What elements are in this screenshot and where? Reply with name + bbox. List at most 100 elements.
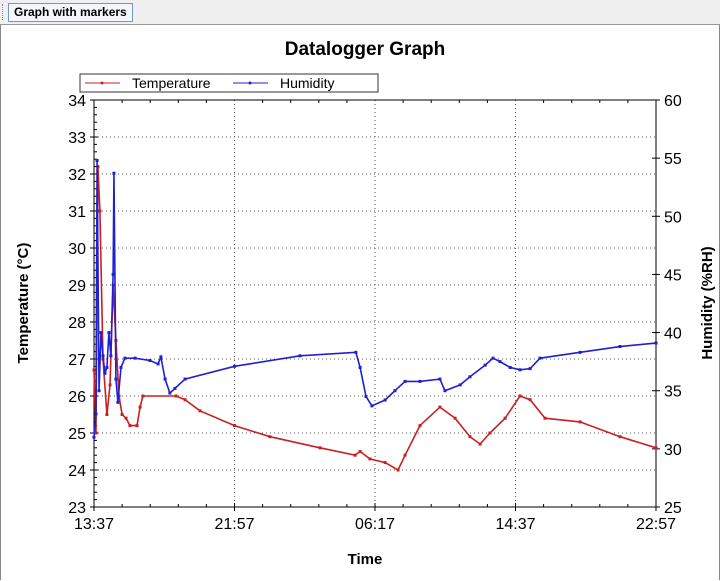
humidity-marker (101, 354, 105, 358)
temperature-marker (141, 394, 145, 398)
x-tick-label: 14:37 (495, 516, 535, 533)
humidity-marker (116, 400, 120, 404)
humidity-marker (508, 365, 512, 369)
humidity-marker (95, 158, 99, 162)
y2-tick-label: 60 (664, 93, 682, 110)
humidity-marker (528, 367, 532, 371)
humidity-marker (403, 379, 407, 383)
temperature-marker (108, 383, 112, 387)
humidity-marker (173, 386, 177, 390)
humidity-marker (105, 365, 109, 369)
humidity-marker (483, 363, 487, 367)
legend-temperature-label: Temperature (132, 75, 211, 91)
y-tick-label: 30 (68, 241, 86, 258)
chart-title: Datalogger Graph (285, 39, 445, 60)
y2-tick-label: 55 (664, 151, 682, 168)
humidity-marker (111, 272, 115, 276)
temperature-marker (396, 468, 400, 472)
humidity-marker (123, 356, 127, 360)
humidity-marker (156, 362, 160, 366)
y-tick-label: 23 (68, 500, 86, 517)
y-tick-label: 27 (68, 352, 86, 369)
graph-with-markers-button[interactable]: Graph with markers (8, 3, 133, 22)
y-tick-label: 33 (68, 130, 86, 147)
humidity-marker (443, 389, 447, 393)
humidity-marker (468, 375, 472, 379)
y-tick-label: 29 (68, 278, 86, 295)
humidity-marker (498, 360, 502, 364)
humidity-marker (119, 365, 123, 369)
humidity-marker (97, 389, 101, 393)
humidity-marker (133, 356, 137, 360)
humidity-marker (383, 398, 387, 402)
temperature-marker (268, 435, 272, 439)
temperature-marker (468, 435, 472, 439)
y-tick-label: 28 (68, 315, 86, 332)
y2-tick-label: 30 (664, 442, 682, 459)
humidity-marker (393, 389, 397, 393)
humidity-marker (618, 345, 622, 349)
temperature-marker (128, 424, 132, 428)
temperature-marker (578, 420, 582, 424)
toolbar: Graph with markers (0, 0, 720, 25)
temperature-marker (438, 405, 442, 409)
temperature-marker (518, 394, 522, 398)
x-axis-label: Time (348, 551, 383, 568)
humidity-marker (578, 350, 582, 354)
y-tick-label: 32 (68, 167, 86, 184)
temperature-marker (198, 409, 202, 413)
y-tick-label: 26 (68, 389, 86, 406)
y-axis-label: Temperature (°C) (15, 243, 32, 364)
humidity-marker (418, 379, 422, 383)
humidity-marker (103, 371, 107, 375)
humidity-marker (538, 356, 542, 360)
temperature-marker (654, 446, 658, 450)
temperature-marker (98, 209, 102, 213)
x-tick-label: 22:57 (636, 516, 676, 533)
humidity-marker (491, 356, 495, 360)
humidity-marker (168, 391, 172, 395)
temperature-marker (138, 405, 142, 409)
temperature-marker (383, 461, 387, 465)
humidity-marker (654, 341, 658, 345)
temperature-marker (94, 431, 98, 435)
temperature-marker (105, 413, 109, 416)
temperature-marker (488, 431, 492, 435)
plot-frame (93, 99, 657, 508)
humidity-marker (159, 355, 163, 359)
humidity-marker (148, 358, 152, 362)
humidity-marker (92, 435, 96, 439)
temperature-marker (453, 416, 457, 420)
temperature-marker (478, 442, 482, 446)
y2-tick-label: 40 (664, 326, 682, 343)
y2-tick-label: 50 (664, 209, 682, 226)
humidity-marker (183, 377, 187, 381)
humidity-marker (94, 412, 98, 416)
legend-humidity-label: Humidity (280, 75, 334, 91)
humidity-marker (99, 331, 103, 335)
toolbar-grip[interactable] (2, 4, 5, 20)
y2-tick-label: 25 (664, 500, 682, 517)
temperature-marker (318, 446, 322, 450)
humidity-marker (233, 364, 236, 368)
humidity-marker (163, 377, 167, 381)
humidity-marker (298, 354, 302, 358)
x-tick-label: 21:57 (214, 516, 254, 533)
y-tick-label: 24 (68, 463, 86, 480)
temperature-marker (403, 453, 407, 457)
y-tick-label: 31 (68, 204, 86, 221)
humidity-marker (354, 350, 358, 354)
y-tick-label: 34 (68, 93, 86, 110)
x-tick-label: 06:17 (355, 516, 395, 533)
humidity-marker (107, 331, 111, 335)
temperature-marker (92, 368, 96, 372)
humidity-marker (370, 404, 374, 408)
humidity-marker (438, 377, 442, 381)
humidity-marker (358, 365, 362, 369)
y2-tick-label: 35 (664, 384, 682, 401)
temperature-marker (528, 398, 532, 402)
temperature-marker (353, 453, 357, 457)
temperature-marker (120, 413, 124, 416)
temperature-marker (233, 424, 236, 428)
